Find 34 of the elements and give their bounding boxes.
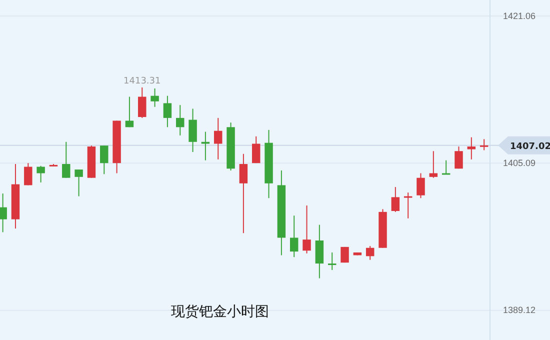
candlestick [100,145,108,175]
y-tick-label: 1405.09 [503,158,536,168]
candlestick [454,146,463,170]
candlestick [239,153,248,234]
candlestick [62,141,70,178]
candlestick [24,162,32,186]
candlestick [328,252,336,270]
candlestick [315,224,324,279]
candlestick [163,95,172,128]
candlestick [429,150,438,178]
candlestick [302,204,311,254]
candlestick [480,138,488,151]
candlestick [442,160,450,175]
candlestick [125,96,134,128]
candlestick [416,172,425,199]
candlestick [467,136,476,160]
candlestick [404,192,412,219]
y-tick-label: 1421.06 [503,10,536,21]
y-tick-label: 1389.12 [503,305,536,316]
ref-line-label: 1407.02 [510,142,550,152]
candlestick [0,192,7,233]
candlestick [36,165,45,183]
candlestick [176,104,184,136]
candlestick [138,86,146,118]
candlestick [74,169,83,197]
candlestick [150,88,159,108]
candlestick [290,215,298,258]
candlestick [252,136,260,164]
annotation: 1413.31 [124,76,161,86]
candlestick [214,117,222,160]
candlestick [188,108,197,153]
candlestick [391,186,400,212]
text: 现货钯金小时图 [171,304,269,320]
candlestick [366,246,374,260]
